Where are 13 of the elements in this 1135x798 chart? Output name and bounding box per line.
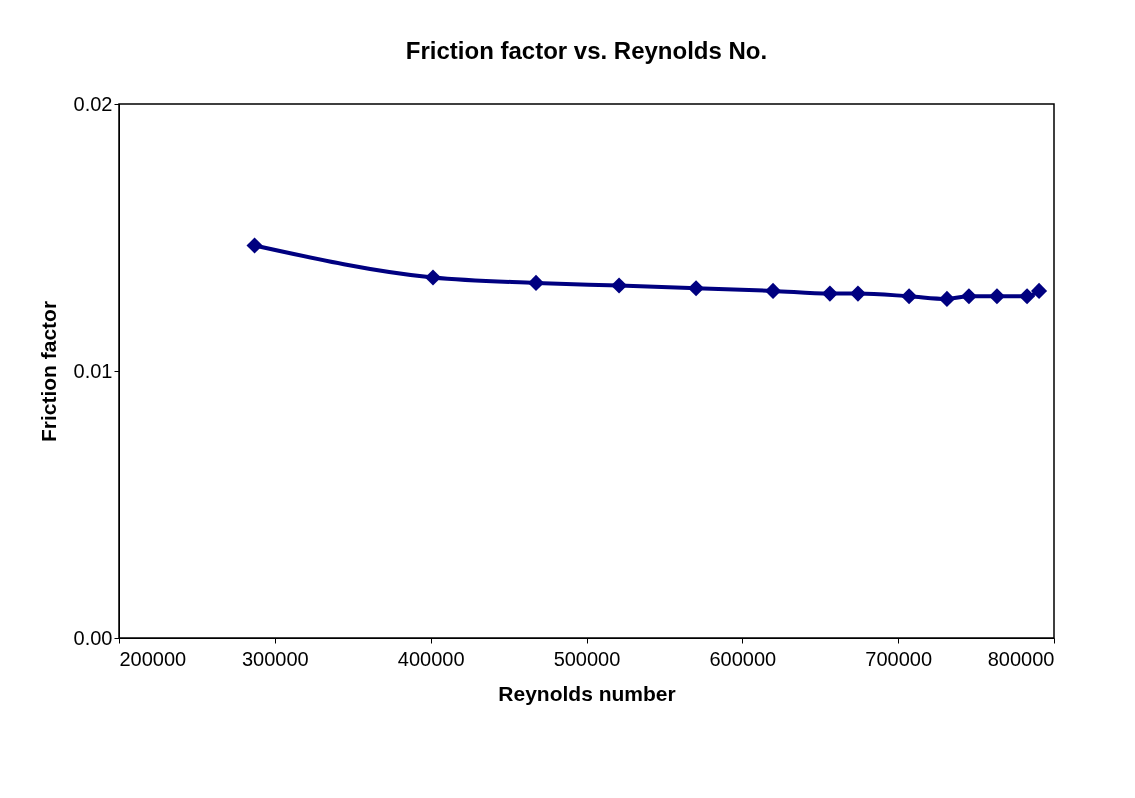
y-axis-title: Friction factor [36,300,60,443]
x-tick-label: 400000 [397,647,465,670]
x-tick-label: 300000 [241,647,309,670]
x-tick-label: 800000 [987,647,1055,670]
x-tick-label: 700000 [865,647,933,670]
y-tick-label: 0.01 [73,359,113,382]
y-tick-label: 0.00 [73,626,113,649]
x-tick-label: 500000 [553,647,621,670]
y-tick-label: 0.02 [73,92,113,115]
x-axis-title: Reynolds number [498,681,676,705]
x-tick-label: 200000 [119,647,187,670]
x-tick-label: 600000 [709,647,777,670]
chart-title: Friction factor vs. Reynolds No. [405,37,768,64]
